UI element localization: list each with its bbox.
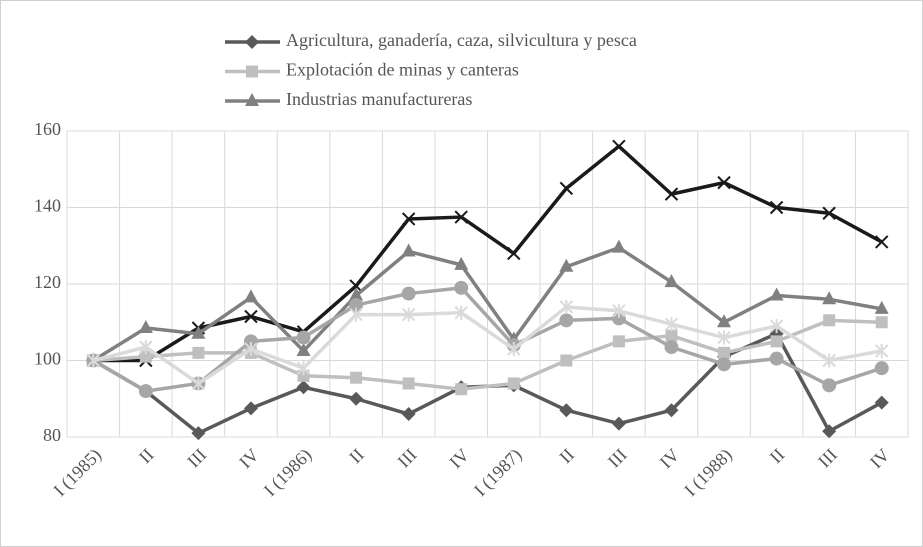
marker	[822, 206, 836, 220]
y-tick-label: 160	[34, 119, 61, 139]
marker	[611, 416, 626, 431]
marker	[559, 403, 574, 418]
marker	[138, 319, 153, 333]
marker	[612, 335, 625, 348]
series	[87, 314, 888, 396]
marker	[507, 342, 521, 357]
marker	[454, 280, 469, 295]
marker	[770, 335, 783, 348]
marker	[717, 175, 731, 190]
marker	[139, 340, 153, 355]
marker	[296, 330, 311, 345]
marker	[349, 307, 363, 322]
marker	[769, 319, 784, 334]
marker	[246, 65, 258, 78]
marker	[612, 139, 626, 154]
marker	[350, 371, 363, 384]
marker	[401, 212, 416, 226]
series-line	[92, 245, 883, 362]
marker	[454, 210, 468, 224]
legend-label: Industrias manufactureras	[286, 89, 472, 109]
series-line	[93, 144, 883, 363]
marker	[875, 343, 889, 358]
marker	[875, 235, 889, 249]
marker	[296, 361, 311, 376]
legend-label: Agricultura, ganadería, caza, silvicultu…	[286, 30, 637, 50]
marker	[244, 342, 258, 357]
marker	[401, 243, 416, 257]
marker	[243, 401, 258, 416]
marker	[664, 274, 679, 288]
marker	[191, 426, 206, 441]
marker	[455, 383, 468, 396]
marker	[296, 342, 311, 356]
marker	[139, 350, 152, 363]
marker	[822, 378, 837, 393]
marker	[401, 407, 416, 422]
marker	[874, 361, 889, 376]
marker	[507, 246, 521, 261]
marker	[874, 300, 889, 314]
marker	[349, 391, 364, 406]
marker	[244, 309, 258, 324]
marker	[191, 376, 206, 391]
marker	[138, 384, 153, 399]
marker	[874, 395, 889, 410]
y-tick-label: 80	[43, 425, 61, 445]
marker	[559, 299, 574, 314]
marker	[243, 289, 258, 303]
marker	[769, 200, 784, 215]
marker	[611, 239, 626, 253]
series-line	[92, 286, 883, 393]
marker	[454, 256, 469, 270]
marker	[402, 377, 415, 390]
marker	[664, 403, 679, 418]
marker	[296, 380, 311, 395]
marker	[822, 291, 837, 305]
legend-label: Explotación de minas y canteras	[286, 60, 519, 80]
series	[86, 239, 889, 366]
y-tick-label: 140	[34, 196, 61, 216]
marker	[717, 330, 731, 345]
marker	[192, 346, 205, 359]
marker	[822, 424, 837, 439]
marker	[191, 325, 206, 339]
marker	[717, 357, 732, 372]
marker	[664, 317, 679, 332]
marker	[349, 287, 364, 301]
marker	[245, 93, 259, 106]
marker	[559, 258, 574, 272]
marker	[559, 181, 574, 196]
series-line	[93, 318, 882, 391]
y-tick-label: 100	[34, 349, 61, 369]
marker	[769, 351, 784, 366]
marker	[717, 314, 732, 328]
marker	[665, 329, 678, 342]
marker	[507, 377, 520, 390]
marker	[349, 298, 364, 313]
y-tick-label: 120	[34, 272, 61, 292]
marker	[664, 340, 679, 355]
marker	[297, 369, 310, 382]
marker	[86, 353, 100, 368]
marker	[769, 287, 784, 301]
marker	[401, 307, 416, 322]
series-line	[92, 305, 883, 386]
marker	[559, 313, 574, 328]
marker	[560, 354, 573, 367]
marker	[718, 346, 731, 359]
marker	[664, 187, 679, 201]
marker	[612, 303, 626, 318]
marker	[875, 316, 888, 329]
series	[86, 299, 889, 391]
marker	[401, 286, 416, 301]
marker	[823, 314, 836, 327]
marker	[245, 35, 259, 49]
marker	[822, 353, 836, 368]
marker	[454, 305, 468, 320]
